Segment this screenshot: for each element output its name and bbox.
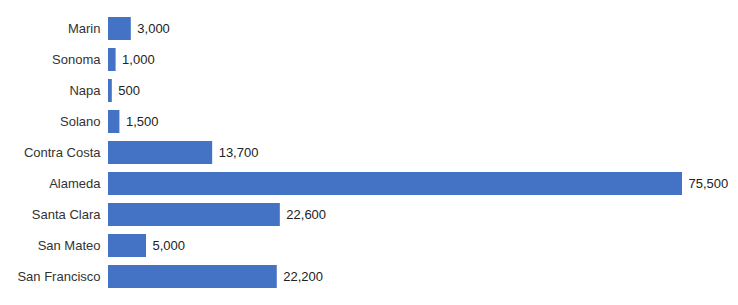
svg-text:1,500: 1,500 [126,114,159,129]
svg-text:500: 500 [118,83,140,98]
svg-text:Solano: Solano [60,114,100,129]
svg-text:San Francisco: San Francisco [17,269,100,284]
svg-text:Alameda: Alameda [49,176,101,191]
svg-text:Marin: Marin [68,21,101,36]
svg-text:San Mateo: San Mateo [38,238,101,253]
svg-text:Napa: Napa [69,83,101,98]
svg-text:13,700: 13,700 [219,145,259,160]
svg-text:5,000: 5,000 [153,238,186,253]
svg-text:22,200: 22,200 [283,269,323,284]
svg-text:75,500: 75,500 [689,176,729,191]
svg-text:22,600: 22,600 [286,207,326,222]
svg-text:Sonoma: Sonoma [52,52,101,67]
svg-text:Contra Costa: Contra Costa [24,145,101,160]
svg-text:3,000: 3,000 [137,21,170,36]
svg-text:Santa Clara: Santa Clara [32,207,101,222]
svg-text:1,000: 1,000 [122,52,155,67]
